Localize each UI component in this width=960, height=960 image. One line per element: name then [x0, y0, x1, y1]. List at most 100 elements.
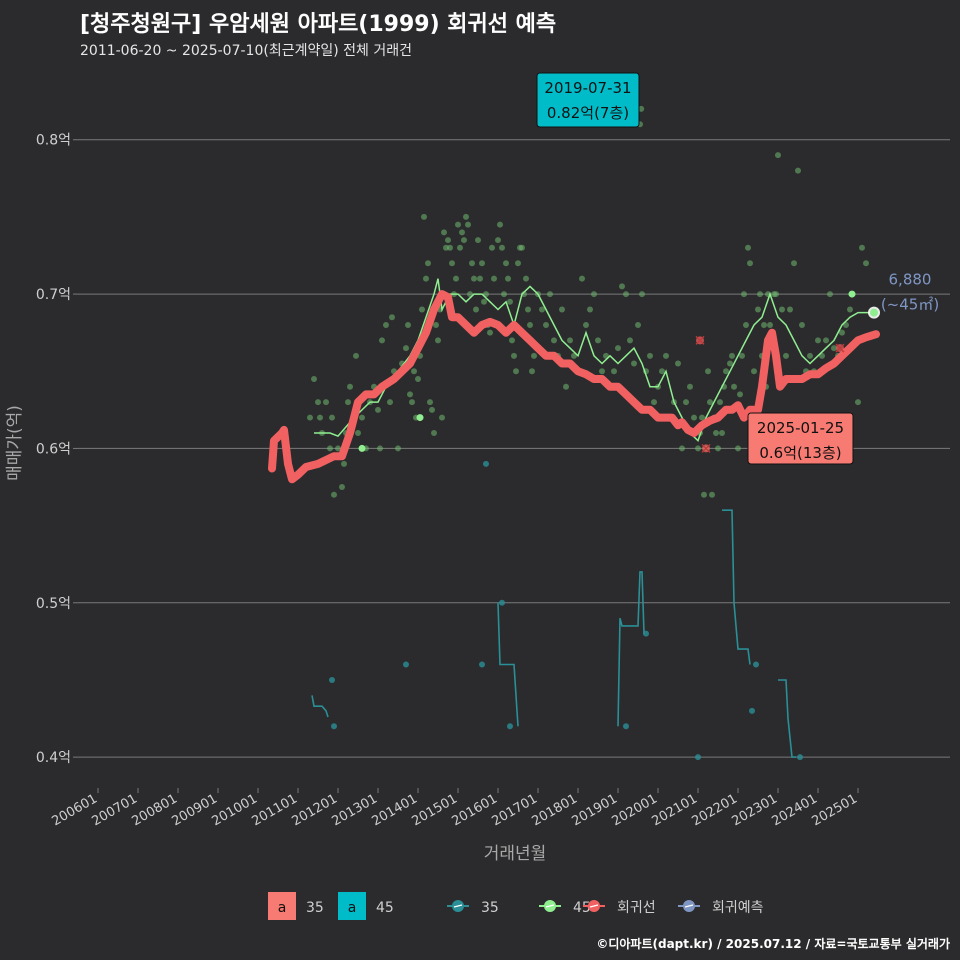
point-35 [753, 661, 759, 668]
point-45 [543, 321, 549, 328]
point-45 [341, 460, 347, 467]
point-45 [735, 445, 741, 452]
point-45 [705, 368, 711, 375]
point-45 [847, 306, 853, 313]
point-45 [317, 414, 323, 421]
point-45 [595, 337, 601, 344]
point-45 [773, 291, 779, 298]
x-tick-label: 200601 [50, 791, 100, 829]
point-45 [445, 237, 451, 244]
point-45 [525, 306, 531, 313]
point-45 [409, 399, 415, 406]
point-45 [491, 275, 497, 282]
point-45 [359, 414, 365, 421]
point-45 [403, 345, 409, 352]
series-35-line [778, 679, 796, 758]
point-45-recent [358, 444, 366, 452]
point-45 [827, 291, 833, 298]
point-45 [439, 414, 445, 421]
point-45 [419, 306, 425, 313]
x-tick-label: 200901 [170, 791, 220, 829]
point-45 [713, 430, 719, 436]
legend-color-label: 45 [376, 900, 394, 916]
series-35-line [311, 695, 329, 718]
point-45-recent [416, 414, 424, 422]
x-tick-label: 201201 [290, 791, 340, 829]
legend-color-key [268, 892, 296, 920]
point-45 [659, 368, 665, 375]
point-45 [723, 368, 729, 375]
point-45 [683, 399, 689, 406]
series-45-line [314, 278, 874, 443]
x-tick-label: 201101 [250, 791, 300, 829]
point-45 [739, 352, 745, 359]
point-45 [435, 337, 441, 344]
point-45 [489, 244, 495, 251]
point-45 [323, 399, 329, 406]
point-45 [799, 321, 805, 328]
x-tick-label: 201901 [570, 791, 620, 829]
point-45 [731, 383, 737, 390]
point-45 [377, 445, 383, 452]
y-tick-label: 0.5억 [36, 596, 71, 612]
point-45 [527, 321, 533, 328]
legend-color-key-letter: a [348, 900, 357, 916]
point-45 [499, 244, 505, 251]
point-45 [567, 337, 573, 344]
point-45 [741, 291, 747, 298]
point-45 [745, 244, 751, 251]
point-45 [717, 399, 723, 406]
point-35 [797, 754, 803, 761]
point-45 [619, 283, 625, 290]
x-tick-label: 201601 [450, 791, 500, 829]
y-tick-label: 0.6억 [36, 441, 71, 457]
point-45 [635, 321, 641, 328]
point-45 [449, 260, 455, 267]
point-45 [761, 321, 767, 328]
point-45 [347, 383, 353, 390]
points-layer [307, 105, 869, 761]
point-45 [511, 352, 517, 359]
x-tick-label: 202101 [650, 791, 700, 829]
point-45 [411, 368, 417, 375]
point-45 [407, 391, 413, 398]
point-45 [791, 260, 797, 267]
point-45 [315, 399, 321, 406]
legend-color-key [338, 892, 366, 920]
annotation-date: 2025-01-25 [757, 419, 844, 437]
point-45 [651, 399, 657, 406]
point-45 [631, 360, 637, 367]
legend-line-label: 35 [481, 900, 499, 916]
x-tick-label: 202301 [730, 791, 780, 829]
point-45 [431, 430, 437, 436]
point-45 [505, 275, 511, 282]
point-45 [383, 321, 389, 328]
point-45 [465, 221, 471, 228]
x-tick-label: 202201 [690, 791, 740, 829]
point-45 [751, 368, 757, 375]
point-45 [387, 399, 393, 406]
point-45 [355, 430, 361, 436]
series-35-layer [311, 509, 796, 758]
point-45 [691, 414, 697, 421]
x-tick-label: 201401 [370, 791, 420, 829]
point-45 [429, 406, 435, 413]
transaction-marker-x [695, 335, 705, 345]
point-45 [701, 491, 707, 498]
point-45 [311, 375, 317, 382]
point-45 [509, 337, 515, 344]
point-45 [583, 321, 589, 328]
forecast-price-label: 6,880 [889, 271, 932, 289]
point-45 [459, 229, 465, 236]
point-45 [729, 352, 735, 359]
point-45 [463, 213, 469, 220]
x-tick-label: 201501 [410, 791, 460, 829]
annotations-layer: 6,880 (~45㎡) 2019-07-31 0.82억(7층) 2025-01-25… [536, 72, 939, 465]
point-45 [795, 167, 801, 174]
point-45 [339, 484, 345, 491]
markers-layer [695, 306, 880, 453]
y-tick-label: 0.8억 [36, 133, 71, 149]
point-45 [737, 391, 743, 398]
series-35-line [497, 602, 519, 727]
series-45-layer [314, 278, 874, 443]
